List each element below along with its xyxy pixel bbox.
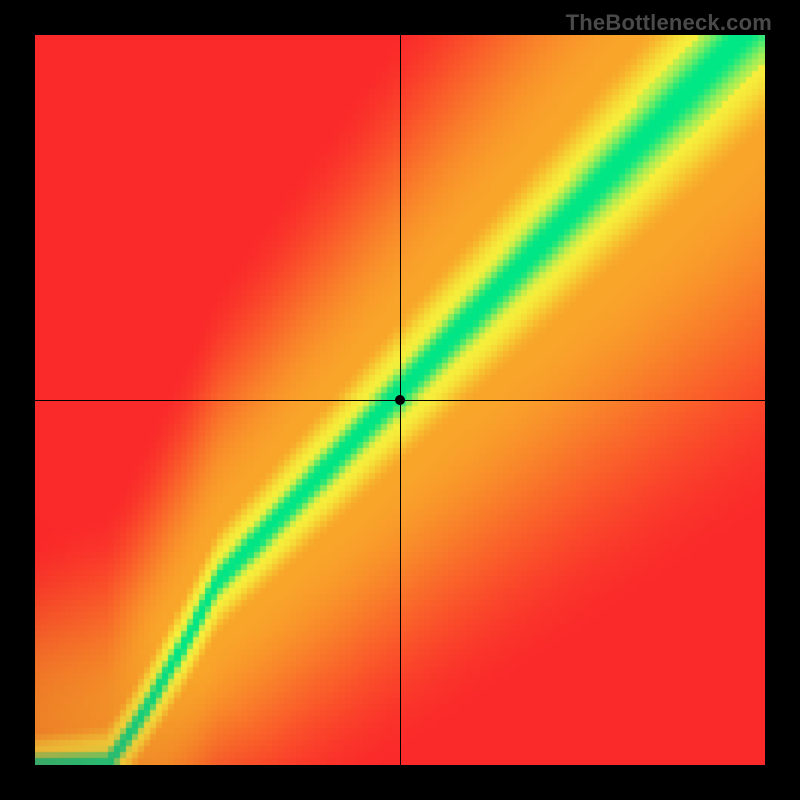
- crosshair-marker: [395, 395, 405, 405]
- watermark-label: TheBottleneck.com: [566, 10, 772, 36]
